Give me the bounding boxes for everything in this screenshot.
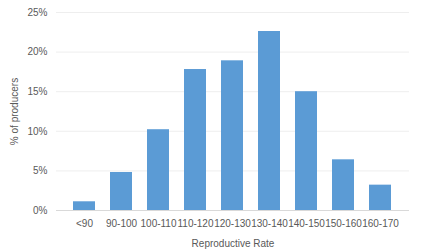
svg-text:Reproductive Rate: Reproductive Rate <box>192 238 275 249</box>
svg-text:0%: 0% <box>33 205 48 216</box>
svg-text:<90: <90 <box>76 218 93 229</box>
svg-text:140-150: 140-150 <box>288 218 325 229</box>
svg-text:150-160: 150-160 <box>325 218 362 229</box>
svg-text:160-170: 160-170 <box>362 218 399 229</box>
svg-text:% of producers: % of producers <box>9 78 20 145</box>
svg-text:90-100: 90-100 <box>106 218 138 229</box>
svg-text:130-140: 130-140 <box>251 218 288 229</box>
svg-text:25%: 25% <box>27 7 47 18</box>
svg-text:10%: 10% <box>27 126 47 137</box>
svg-text:120-130: 120-130 <box>214 218 251 229</box>
svg-text:5%: 5% <box>33 165 48 176</box>
svg-text:100-110: 100-110 <box>141 218 177 229</box>
svg-text:20%: 20% <box>27 46 47 57</box>
svg-text:110-120: 110-120 <box>178 218 214 229</box>
svg-text:15%: 15% <box>27 86 47 97</box>
